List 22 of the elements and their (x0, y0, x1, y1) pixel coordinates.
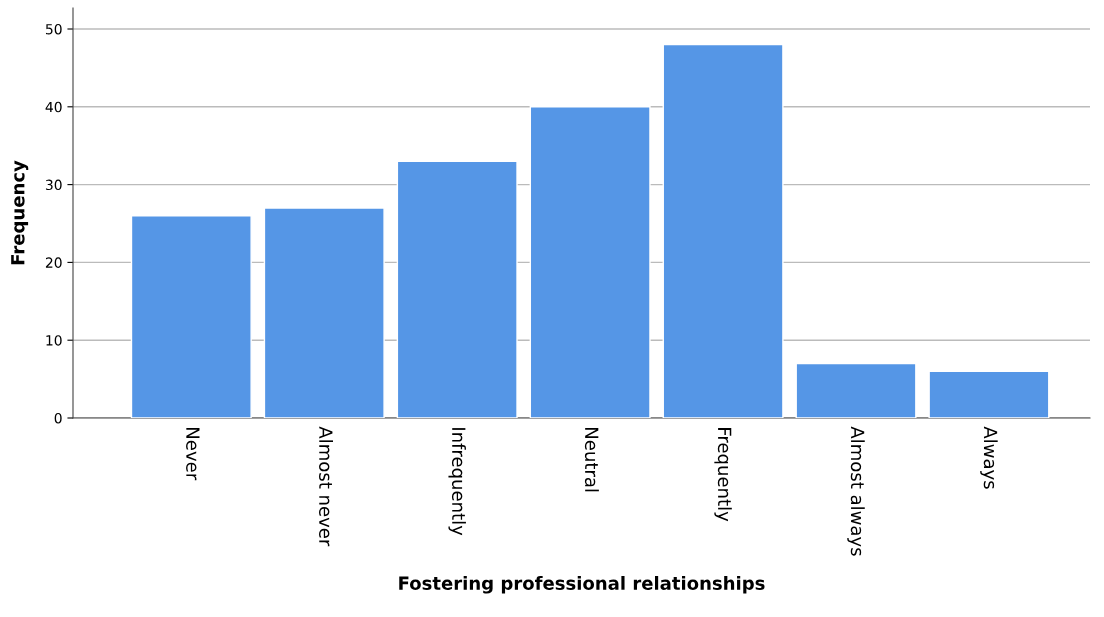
bar (795, 362, 917, 418)
bar (662, 43, 784, 418)
y-tick-label: 40 (45, 101, 62, 113)
bar (130, 215, 252, 418)
x-tick-label: Almost always (847, 426, 865, 556)
bar (529, 106, 651, 418)
bar (396, 160, 518, 418)
x-tick-label: Frequently (714, 428, 732, 522)
y-axis-title: Frequency (11, 160, 29, 265)
x-tick-label: Always (980, 426, 998, 489)
x-axis-title: Fostering professional relationships (399, 576, 765, 594)
bar (928, 370, 1050, 418)
x-tick-label: Neutral (584, 428, 599, 492)
y-tick-label: 0 (54, 412, 62, 424)
bar (263, 207, 385, 418)
y-tick-label: 20 (45, 257, 62, 268)
x-tick-label: Infrequently (448, 428, 466, 536)
x-tick-label: Almost never (319, 426, 333, 547)
x-tick-label: Never (186, 428, 200, 481)
y-tick-label: 30 (45, 179, 62, 191)
y-tick-label: 50 (45, 23, 62, 35)
y-tick-label: 10 (46, 335, 62, 346)
